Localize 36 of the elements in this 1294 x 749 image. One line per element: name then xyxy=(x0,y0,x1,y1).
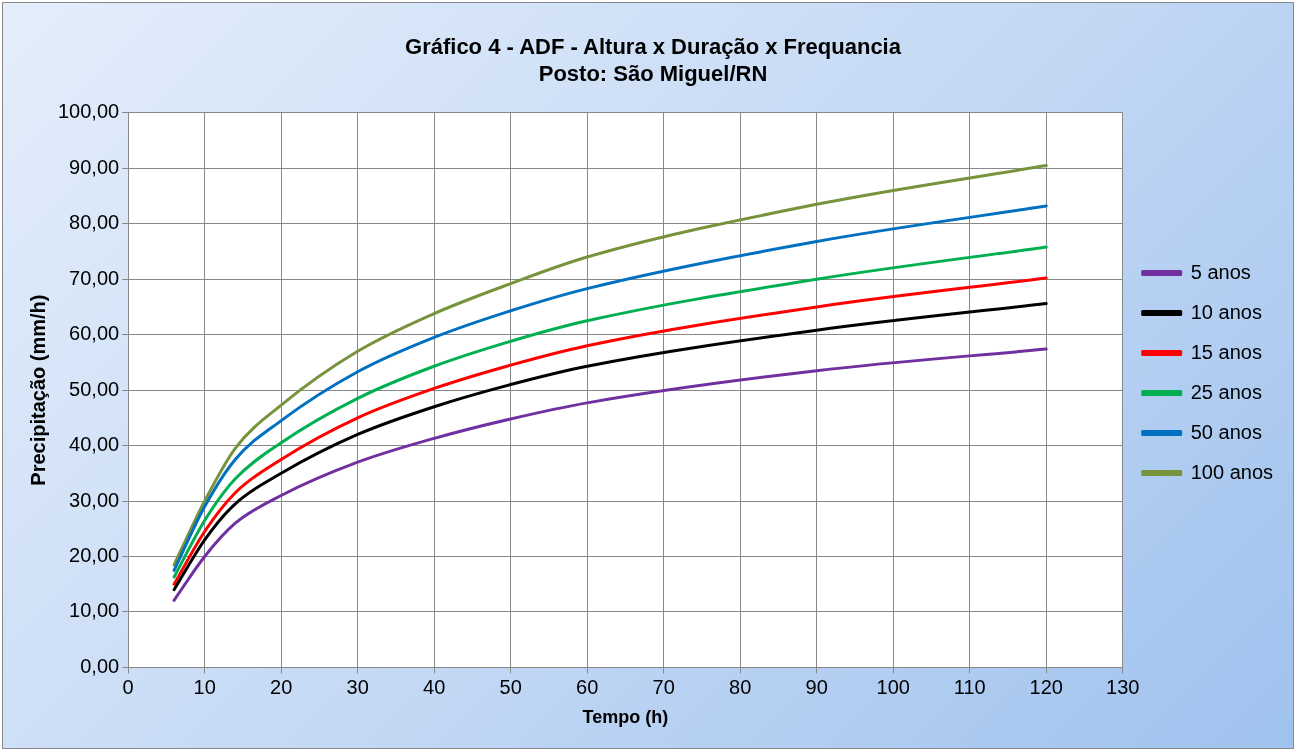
x-tick-label: 60 xyxy=(576,675,599,698)
x-tick-label: 90 xyxy=(805,675,828,698)
x-tick-label: 30 xyxy=(346,675,369,698)
legend-label: 15 anos xyxy=(1190,340,1262,363)
x-tick-label: 40 xyxy=(423,675,446,698)
chart-title: Gráfico 4 - ADF - Altura x Duração x Frequancia xyxy=(405,34,902,60)
x-tick-label: 50 xyxy=(499,675,522,698)
x-tick-label: 130 xyxy=(1106,675,1140,698)
chart-subtitle: Posto: São Miguel/RN xyxy=(538,60,768,86)
x-axis-title: Tempo (h) xyxy=(582,707,669,728)
x-tick-label: 70 xyxy=(652,675,675,698)
y-tick-label: 20,00 xyxy=(69,544,120,566)
x-tick-label: 10 xyxy=(193,675,216,698)
y-tick-label: 100,00 xyxy=(58,100,120,123)
legend-label: 25 anos xyxy=(1190,380,1262,403)
y-tick-label: 80,00 xyxy=(69,211,120,234)
x-tick-label: 20 xyxy=(270,675,293,698)
legend-label: 100 anos xyxy=(1190,460,1273,483)
line-series xyxy=(172,347,1048,602)
x-tick-label: 0 xyxy=(122,675,134,698)
y-tick-label: 10,00 xyxy=(69,599,120,622)
legend-label: 10 anos xyxy=(1190,300,1262,323)
x-tick-label: 80 xyxy=(729,675,752,698)
y-tick-label: 90,00 xyxy=(69,155,120,178)
y-tick-label: 40,00 xyxy=(69,433,120,456)
y-tick-label: 50,00 xyxy=(69,377,120,400)
y-tick-label: 60,00 xyxy=(69,322,120,345)
legend-label: 50 anos xyxy=(1190,420,1262,443)
x-tick-label: 100 xyxy=(876,675,910,698)
y-axis-title: Precipitação (mm/h) xyxy=(26,294,49,486)
y-tick-label: 0,00 xyxy=(80,654,120,677)
y-tick-label: 30,00 xyxy=(69,488,120,511)
y-tick-label: 70,00 xyxy=(69,266,120,289)
x-tick-label: 110 xyxy=(953,675,986,698)
x-tick-label: 120 xyxy=(1029,675,1063,698)
legend-label: 5 anos xyxy=(1190,260,1251,283)
